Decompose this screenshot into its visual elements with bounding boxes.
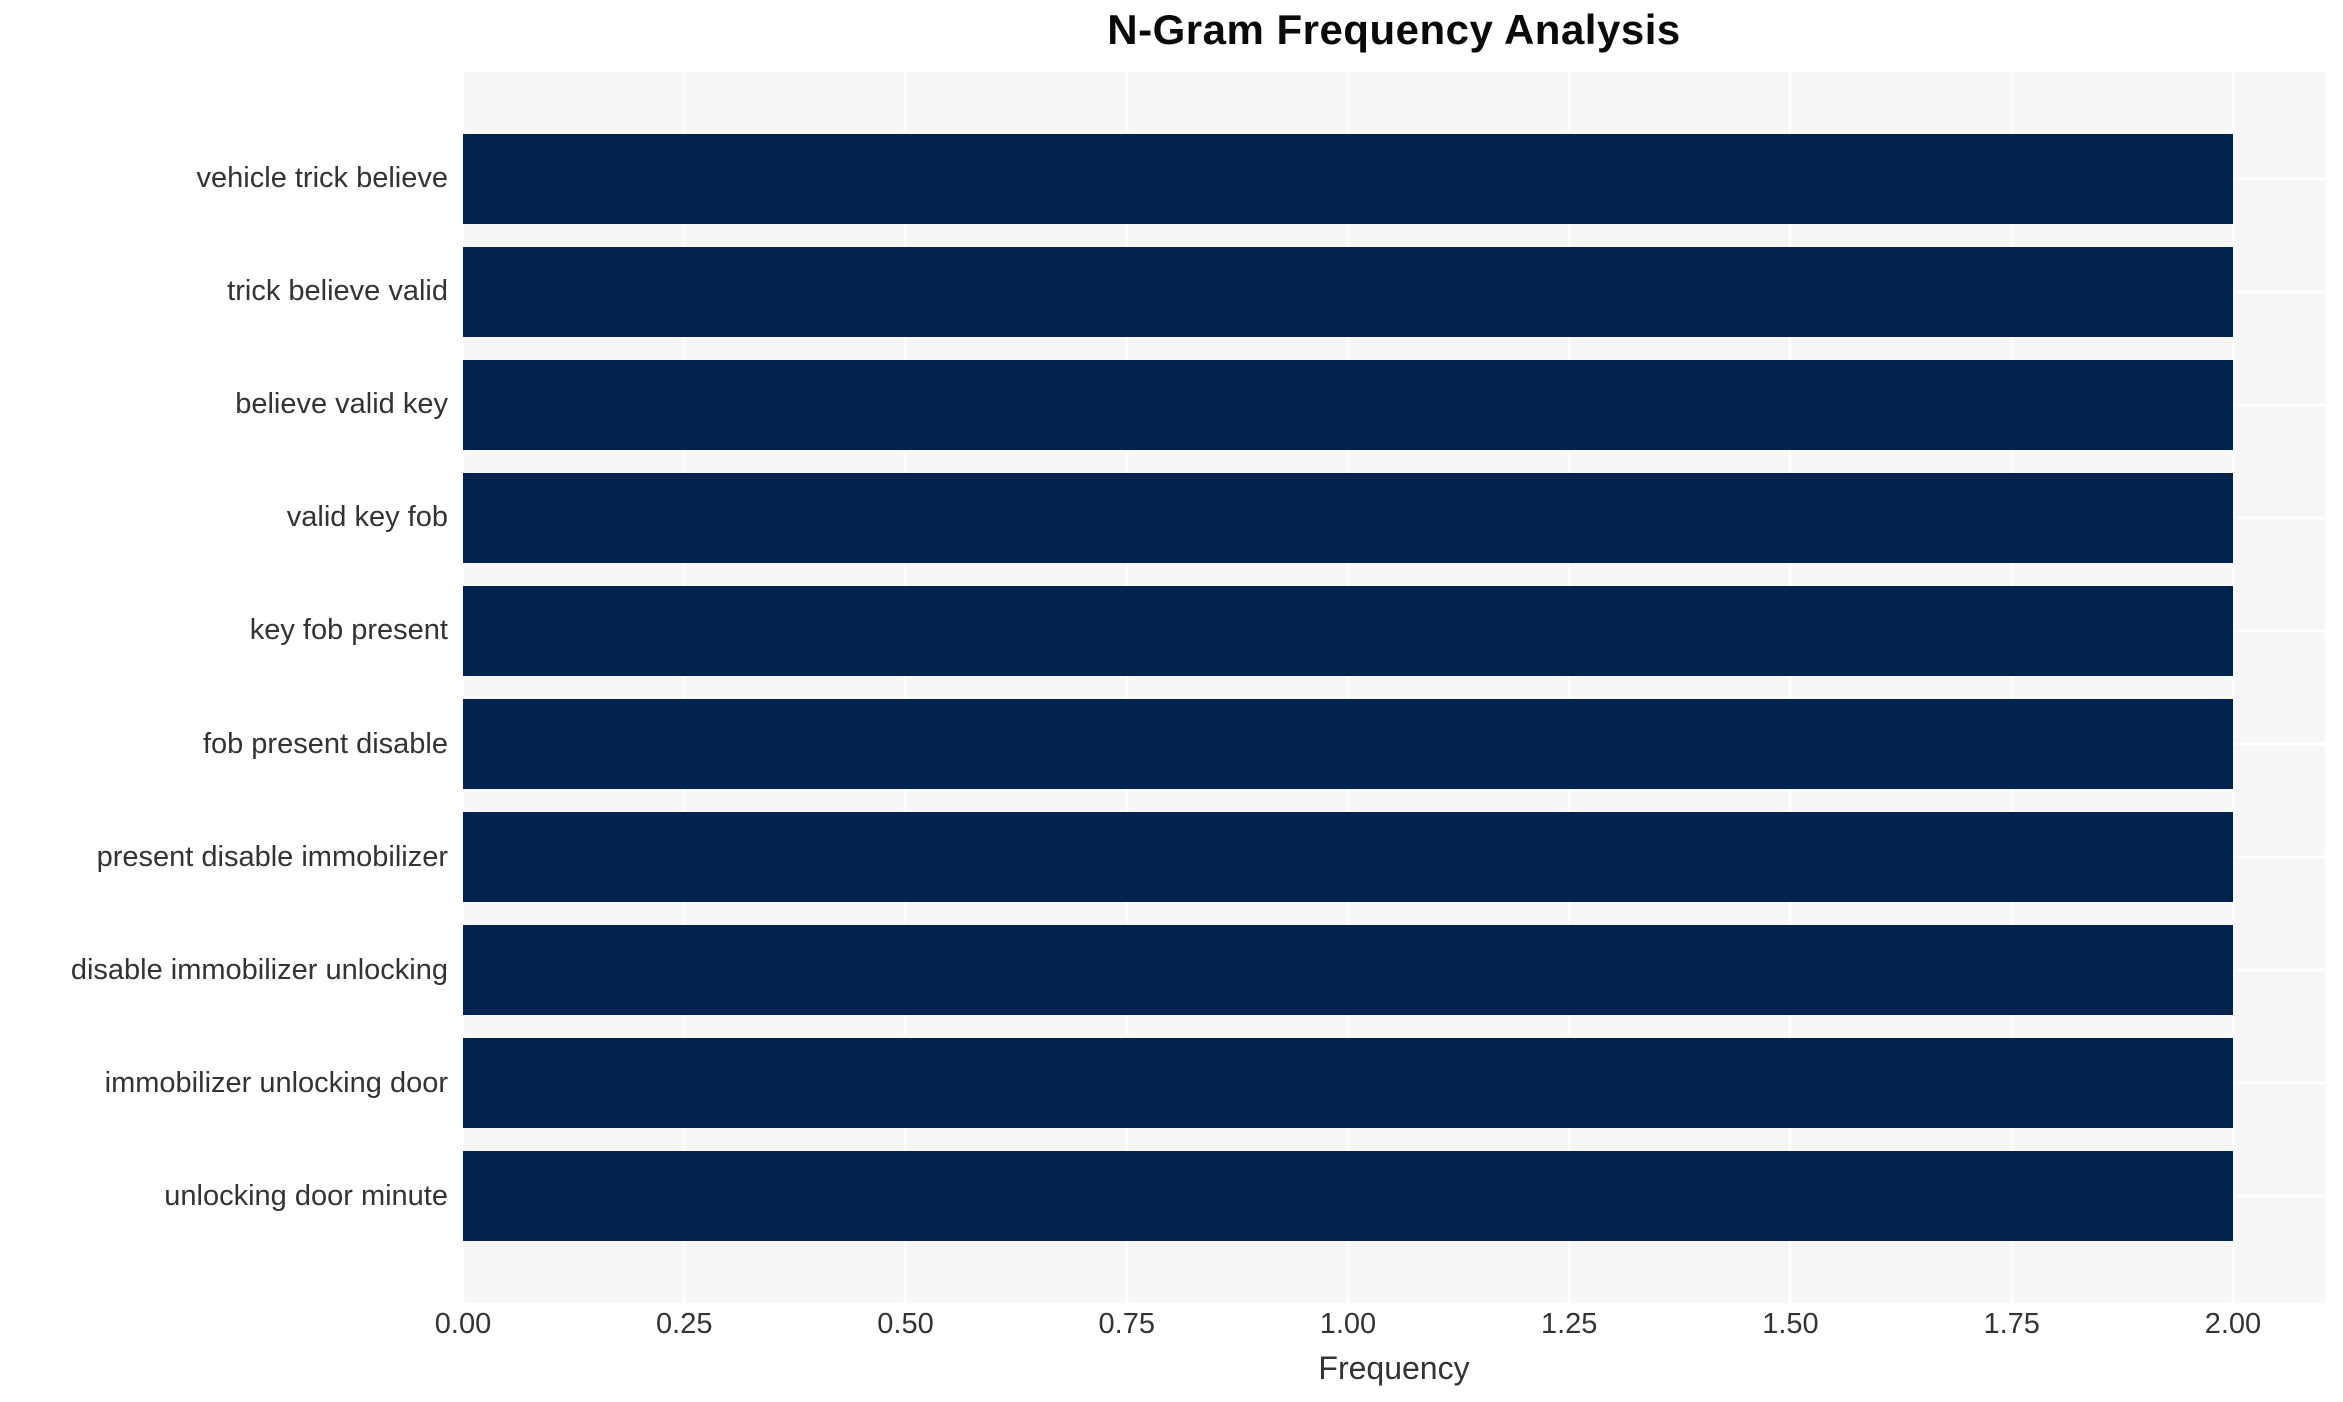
bar-row (463, 348, 2325, 461)
y-tick-label: present disable immobilizer (96, 840, 448, 873)
y-tick-label: key fob present (249, 614, 448, 647)
bar-vehicle-trick-believe (463, 133, 2233, 224)
bar-row (463, 687, 2325, 800)
y-tick-label: immobilizer unlocking door (104, 1066, 448, 1099)
y-tick-label: believe valid key (235, 388, 448, 421)
x-tick-label-1.50: 1.50 (1762, 1308, 1819, 1340)
x-axis-label: Frequency (1318, 1350, 1470, 1386)
bar-present-disable-immobilizer (463, 812, 2233, 903)
x-tick-label-0.00: 0.00 (434, 1308, 492, 1340)
x-tick-label-0.75: 0.75 (1098, 1308, 1155, 1340)
vertical-gridline-1.50 (1788, 72, 1792, 1303)
x-tick-label-1.75: 1.75 (1983, 1308, 2040, 1340)
vertical-gridline-0.75 (1125, 72, 1129, 1303)
vertical-gridline-1.75 (2010, 72, 2014, 1303)
bar-disable-immobilizer-unlocking (463, 925, 2233, 1016)
y-tick-label: fob present disable (202, 727, 448, 760)
plot-area (461, 72, 2325, 1303)
x-tick-label-0.50: 0.50 (877, 1308, 934, 1340)
chart-title: N-Gram Frequency Analysis (1107, 6, 1681, 53)
vertical-gridline-0.25 (682, 72, 686, 1303)
bar-row (463, 235, 2325, 348)
y-tick-label: trick believe valid (227, 275, 448, 308)
bar-trick-believe-valid (463, 246, 2233, 337)
bar-row (463, 574, 2325, 687)
bar-row (463, 1140, 2325, 1253)
bar-unlocking-door-minute (463, 1151, 2233, 1242)
vertical-gridline-2.00 (2231, 72, 2235, 1303)
bar-key-fob-present (463, 585, 2233, 676)
y-tick-label: unlocking door minute (164, 1179, 448, 1212)
y-tick-label: valid key fob (286, 501, 448, 534)
vertical-gridline-1.00 (1346, 72, 1350, 1303)
bar-row (463, 914, 2325, 1027)
x-tick-label-1.00: 1.00 (1319, 1308, 1377, 1340)
bar-immobilizer-unlocking-door (463, 1038, 2233, 1129)
vertical-gridline-1.25 (1567, 72, 1571, 1303)
x-tick-label-0.25: 0.25 (656, 1308, 713, 1340)
y-tick-label: disable immobilizer unlocking (70, 953, 448, 986)
y-tick-label: vehicle trick believe (196, 162, 448, 195)
bar-row (463, 122, 2325, 235)
x-tick-label-1.25: 1.25 (1540, 1308, 1598, 1340)
y-axis-labels: vehicle trick believe trick believe valid… (0, 72, 448, 1303)
bar-valid-key-fob (463, 472, 2233, 563)
vertical-gridline-0.00 (461, 72, 465, 1303)
x-axis-ticks: 0.00 0.25 0.50 0.75 1.00 1.25 1.50 1.75 2.00 (435, 1308, 2325, 1344)
bar-fob-present-disable (463, 699, 2233, 790)
bar-believe-valid-key (463, 359, 2233, 450)
bar-row (463, 461, 2325, 574)
bar-row (463, 1027, 2325, 1140)
bar-row (463, 801, 2325, 914)
x-tick-label-2.00: 2.00 (2204, 1308, 2262, 1340)
vertical-gridline-0.50 (903, 72, 907, 1303)
